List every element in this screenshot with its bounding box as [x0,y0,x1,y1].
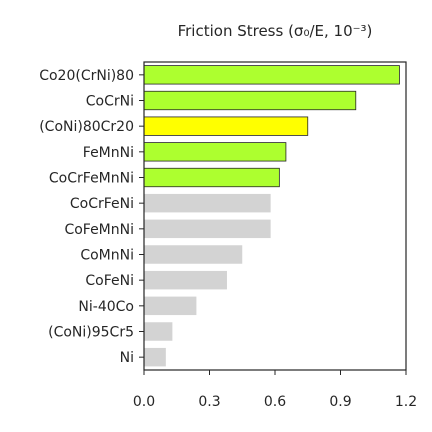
x-axis-ticks: 0.0 0.3 0.6 0.9 1.2 [133,370,417,410]
y-tick-label: (CoNi)95Cr5 [48,325,134,341]
bar-cofeni [144,270,227,290]
bar-cocrfemnni [143,167,280,188]
y-tick-label: FeMnNi [83,145,134,161]
y-tick-label: CoFeNi [85,273,134,289]
x-tick-label: 0.0 [133,394,155,410]
bar-co20-crni-80 [143,65,400,85]
y-tick-label: CoCrNi [86,94,134,110]
bar-femnni [143,142,287,162]
y-tick-label: Ni [120,350,134,366]
chart-title: Friction Stress (σ₀/E, 10⁻³) [178,22,373,40]
y-tick-label: CoCrFeMnNi [49,171,134,187]
x-tick-label: 0.3 [198,394,220,410]
x-tick-label: 0.6 [264,394,286,410]
bar-cocrni [143,90,357,111]
bar-ni [144,347,166,367]
x-tick-label: 1.2 [395,394,417,410]
plot-frame [143,61,407,371]
y-tick-label: CoCrFeNi [70,196,134,212]
y-axis-labels: Co20(CrNi)80 CoCrNi (CoNi)80Cr20 FeMnNi CoCr… [39,68,144,366]
bar-coni-80cr20 [143,116,309,136]
bar-cocrfeni [144,193,271,213]
bar-ni-40co [144,296,197,316]
bar-coni-95cr5 [144,322,173,341]
x-tick-label: 0.9 [329,394,351,410]
y-tick-label: CoMnNi [80,248,134,264]
y-tick-label: (CoNi)80Cr20 [39,119,134,135]
bar-cofemnni [144,219,271,239]
y-tick-label: CoFeMnNi [64,222,134,238]
bar-comnni [144,245,243,264]
bars-group [143,65,400,367]
y-tick-label: Ni-40Co [78,299,134,315]
y-tick-label: Co20(CrNi)80 [39,68,134,84]
